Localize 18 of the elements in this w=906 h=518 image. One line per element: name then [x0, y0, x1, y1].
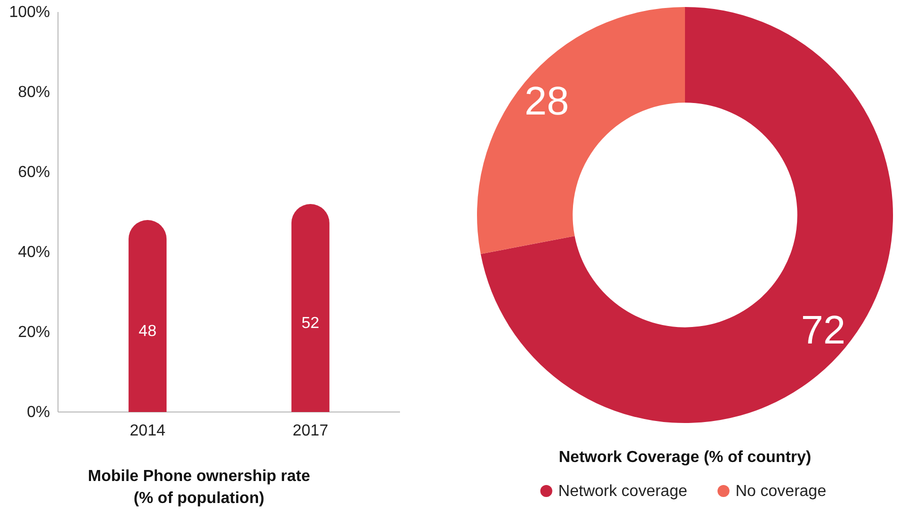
donut-slice	[477, 7, 685, 254]
legend-label: Network coverage	[558, 483, 688, 500]
y-tick-label: 80%	[18, 84, 50, 102]
y-tick-label: 20%	[18, 324, 50, 342]
text: Network Coverage (% of country)	[558, 449, 812, 466]
x-tick-label: 2014	[130, 422, 166, 440]
data-label: 48	[138, 323, 157, 340]
data-label: 52	[302, 315, 320, 332]
text: Mobile Phone ownership rate (% of population)	[88, 468, 310, 507]
donut-slice	[480, 7, 893, 423]
legend-label: No coverage	[736, 483, 826, 500]
y-tick-label: 40%	[18, 244, 50, 262]
x-tick-label: 2017	[292, 422, 328, 440]
y-tick-label: 60%	[18, 164, 50, 182]
y-tick-label: 0%	[26, 404, 50, 422]
data-label: 28	[524, 80, 570, 124]
data-label: 72	[800, 308, 846, 352]
y-tick-label: 100%	[9, 4, 50, 22]
